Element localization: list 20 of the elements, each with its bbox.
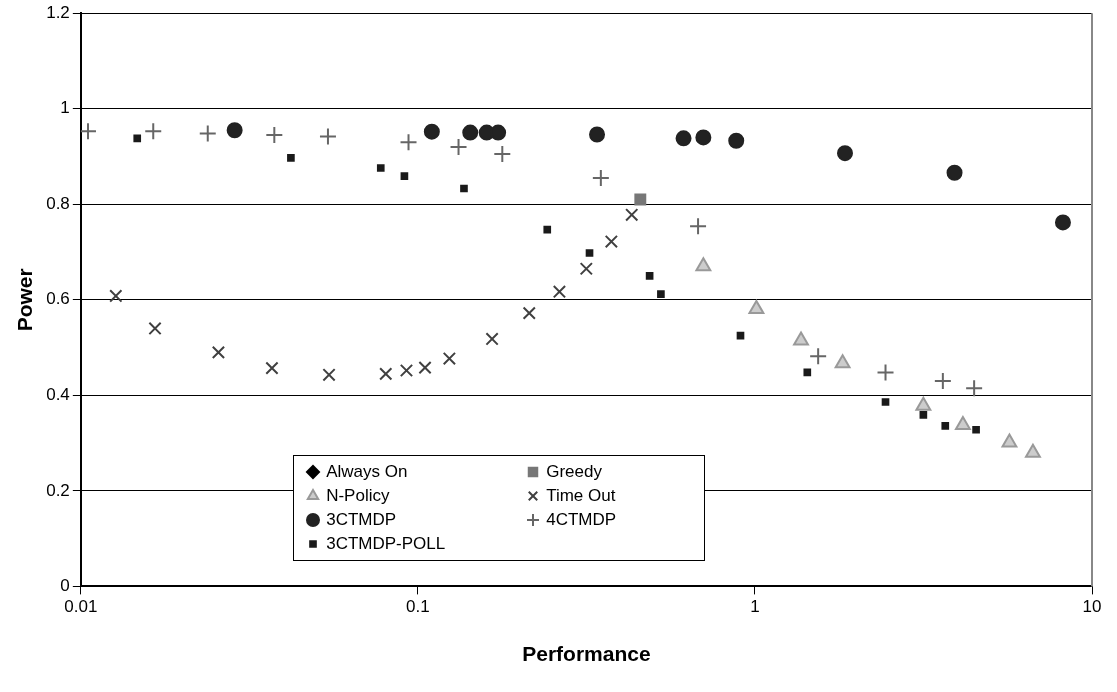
x-tick-label: 0.01 (64, 597, 98, 617)
y-tick-label: 0 (60, 576, 70, 596)
x-tick-label: 0.1 (406, 597, 430, 617)
x-tick-label: 10 (1082, 597, 1102, 617)
legend-label: Time Out (546, 486, 616, 507)
legend-label: Always On (326, 462, 408, 483)
y-axis-title: Power (13, 268, 37, 332)
legend-label: 4CTMDP (546, 510, 617, 531)
y-tick-label: 0.6 (46, 289, 70, 309)
y-tick-label: 0.4 (46, 385, 70, 405)
y-tick-label: 1.2 (46, 2, 70, 22)
y-tick-label: 0.8 (46, 193, 70, 213)
legend-label: 3CTMDP-POLL (326, 534, 446, 555)
legend-label: N-Policy (326, 486, 390, 507)
x-axis-title: Performance (522, 642, 651, 666)
y-tick-label: 0.2 (46, 480, 70, 500)
x-tick-label: 1 (750, 597, 760, 617)
y-tick-label: 1 (60, 98, 70, 118)
legend-label: Greedy (546, 462, 602, 483)
legend-label: 3CTMDP (326, 510, 397, 531)
